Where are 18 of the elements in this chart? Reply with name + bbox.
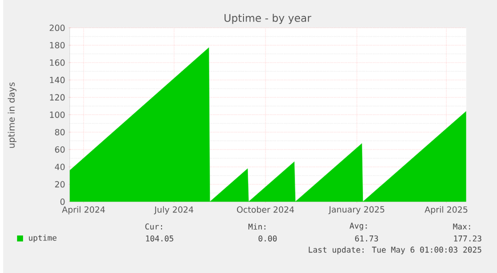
x-tick-label: April 2024	[62, 206, 105, 214]
chart-title: Uptime - by year	[224, 14, 312, 24]
x-tick-label: October 2024	[236, 206, 294, 213]
y-tick-label: 200	[50, 24, 65, 31]
x-tick-label: January 2025	[328, 206, 384, 214]
y-axis-title: uptime in days	[8, 82, 16, 148]
y-tick-label: 140	[50, 76, 65, 84]
y-tick-label: 120	[50, 94, 65, 100]
y-tick-label: 80	[55, 128, 65, 136]
y-tick-label: 100	[50, 111, 65, 118]
y-tick-label: 60	[55, 146, 65, 153]
y-tick-label: 20	[55, 181, 65, 188]
y-tick-label: 180	[50, 42, 65, 48]
y-tick-label: 40	[54, 164, 65, 170]
y-tick-label: 160	[50, 59, 65, 66]
x-tick-label: July 2024	[154, 206, 194, 214]
y-tick-label: 0	[60, 198, 65, 205]
x-tick-label: April 2025	[424, 206, 468, 214]
